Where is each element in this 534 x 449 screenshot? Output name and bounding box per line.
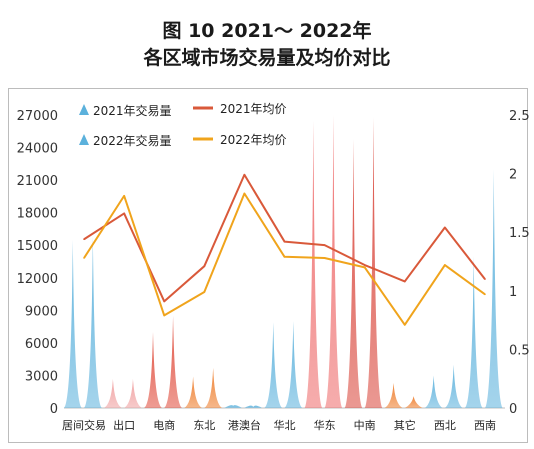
chart-title-line2: 各区域市场交易量及均价对比 (143, 47, 391, 69)
bar-2021-volume (144, 332, 163, 408)
point-2021-avg-price (123, 212, 125, 215)
legend-2022-volume-label: 2022年交易量 (93, 133, 172, 148)
point-2021-avg-price (363, 264, 366, 266)
point-2022-avg-price (163, 314, 166, 317)
left-axis-tick-label: 6000 (25, 337, 58, 352)
bar-2021-volume (424, 375, 443, 408)
right-axis-tick-label: 2 (509, 168, 517, 183)
legend-2021-volume-label: 2021年交易量 (93, 103, 172, 118)
left-axis-tick-label: 9000 (25, 304, 58, 319)
bar-2022-volume (83, 236, 102, 408)
point-2021-avg-price (83, 238, 85, 241)
point-2021-avg-price (323, 244, 326, 246)
bar-2022-volume (123, 378, 142, 408)
point-2021-avg-price (484, 278, 486, 280)
right-axis-tick-label: 1.5 (509, 226, 530, 241)
line-2021-avg-price (83, 173, 486, 303)
point-2022-avg-price (363, 266, 366, 269)
left-axis-tick-label: 0 (50, 402, 58, 417)
bar-2022-volume (484, 169, 503, 408)
point-2021-avg-price (444, 226, 446, 229)
legend-2021-volume-marker (79, 104, 89, 115)
legend-2022-volume-marker (79, 134, 89, 145)
left-axis-tick-label: 15000 (17, 239, 58, 254)
legend-2021-price-label: 2021年均价 (220, 102, 287, 116)
left-axis-tick-label: 21000 (17, 174, 58, 189)
bar-2022-volume (324, 115, 343, 408)
right-axis-tick-label: 0.5 (509, 343, 530, 358)
x-axis-category-label: 华东 (314, 418, 336, 432)
point-2021-avg-price (403, 280, 406, 283)
bar-2021-volume (264, 322, 283, 408)
bar-2022-volume (444, 364, 463, 408)
legend-2022-price-label: 2022年均价 (220, 133, 287, 147)
bar-2022-volume (164, 315, 183, 408)
x-axis-category-label: 居间交易 (62, 418, 106, 432)
chart-frame (8, 88, 528, 443)
point-2021-avg-price (163, 300, 166, 303)
bar-2021-volume (224, 405, 243, 408)
point-2021-avg-price (243, 173, 246, 176)
x-axis-category-label: 出口 (113, 418, 135, 432)
x-axis-category-label: 港澳台 (228, 418, 261, 432)
right-axis-tick-label: 0 (509, 402, 517, 417)
bar-2022-volume (204, 367, 223, 408)
bar-2021-volume (304, 120, 323, 408)
x-axis-category-label: 西北 (434, 419, 456, 432)
left-axis-tick-label: 18000 (17, 207, 58, 222)
point-2022-avg-price (484, 293, 486, 296)
bar-2021-volume (384, 383, 403, 408)
bar-2021-volume (184, 376, 203, 408)
point-2022-avg-price (243, 192, 246, 195)
left-axis-tick-label: 3000 (25, 369, 58, 384)
x-axis-category-label: 西南 (474, 419, 496, 432)
point-2022-avg-price (283, 256, 286, 258)
left-axis-tick-label: 24000 (17, 142, 58, 157)
point-2022-avg-price (403, 323, 406, 326)
x-axis-category-label: 电商 (153, 418, 175, 432)
chart-title-line1: 图 10 2021～ 2022年 (162, 20, 372, 42)
point-2022-avg-price (444, 264, 446, 266)
bar-2021-volume (63, 239, 82, 408)
point-2022-avg-price (323, 257, 326, 259)
bar-2022-volume (364, 117, 383, 408)
point-2022-avg-price (83, 257, 85, 259)
point-2022-avg-price (203, 291, 206, 293)
point-2021-avg-price (283, 240, 286, 243)
point-2021-avg-price (203, 265, 206, 267)
point-2022-avg-price (123, 195, 125, 197)
x-axis-category-label: 华北 (274, 418, 296, 432)
bar-2022-volume (284, 321, 303, 408)
x-axis-category-label: 东北 (193, 419, 215, 432)
right-axis-tick-label: 2.5 (509, 109, 530, 124)
right-axis-tick-label: 1 (509, 285, 517, 300)
bar-2021-volume (464, 256, 483, 408)
x-axis-category-label: 中南 (354, 419, 376, 432)
left-axis-tick-label: 12000 (17, 272, 58, 287)
bar-2021-volume (344, 138, 363, 408)
bar-2022-volume (244, 405, 263, 408)
bar-2021-volume (103, 378, 122, 408)
bar-2022-volume (404, 396, 423, 408)
left-axis-tick-label: 27000 (17, 109, 58, 124)
x-axis-category-label: 其它 (394, 418, 416, 432)
